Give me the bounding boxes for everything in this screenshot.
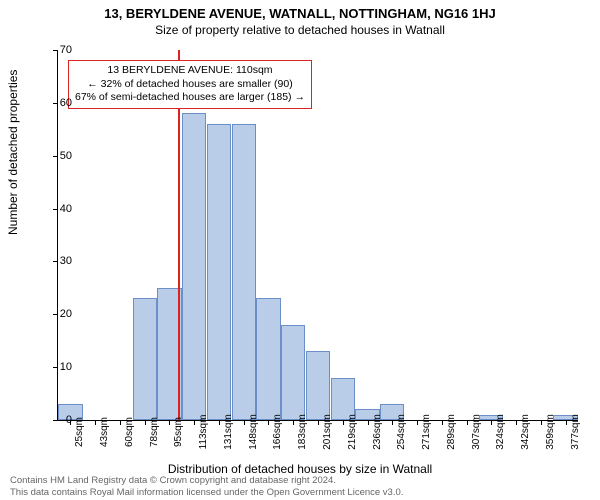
x-tick-label: 131sqm <box>223 414 234 450</box>
x-tick-label: 236sqm <box>372 414 383 450</box>
y-tick-label: 0 <box>32 414 72 426</box>
x-tick-mark <box>392 420 393 425</box>
y-axis-title: Number of detached properties <box>6 70 20 235</box>
x-tick-mark <box>541 420 542 425</box>
x-tick-label: 25sqm <box>74 417 85 447</box>
histogram-bar <box>281 325 305 420</box>
x-tick-mark <box>145 420 146 425</box>
annotation-line-1: 13 BERYLDENE AVENUE: 110sqm <box>75 64 305 78</box>
y-tick-label: 50 <box>32 150 72 162</box>
annotation-line-2: ← 32% of detached houses are smaller (90… <box>75 78 305 92</box>
y-tick-label: 40 <box>32 203 72 215</box>
x-tick-label: 342sqm <box>520 414 531 450</box>
x-tick-label: 307sqm <box>471 414 482 450</box>
x-tick-mark <box>318 420 319 425</box>
x-tick-label: 183sqm <box>297 414 308 450</box>
y-tick-label: 70 <box>32 44 72 56</box>
x-tick-label: 113sqm <box>198 415 209 450</box>
annotation-line-3: 67% of semi-detached houses are larger (… <box>75 91 305 105</box>
x-tick-mark <box>120 420 121 425</box>
y-tick-mark <box>53 156 58 157</box>
footer-line-2: This data contains Royal Mail informatio… <box>10 487 403 499</box>
x-tick-mark <box>491 420 492 425</box>
x-axis-title: Distribution of detached houses by size … <box>0 462 600 476</box>
x-tick-label: 377sqm <box>570 414 581 450</box>
x-tick-label: 289sqm <box>446 414 457 450</box>
x-tick-mark <box>169 420 170 425</box>
x-tick-label: 60sqm <box>124 417 135 447</box>
x-tick-mark <box>467 420 468 425</box>
page-title: 13, BERYLDENE AVENUE, WATNALL, NOTTINGHA… <box>0 0 600 21</box>
x-tick-label: 43sqm <box>99 417 110 447</box>
x-tick-label: 78sqm <box>149 417 160 447</box>
x-tick-label: 359sqm <box>545 414 556 450</box>
x-tick-mark <box>293 420 294 425</box>
x-tick-label: 166sqm <box>272 414 283 450</box>
y-tick-mark <box>53 420 58 421</box>
x-tick-mark <box>442 420 443 425</box>
x-tick-label: 219sqm <box>347 414 358 450</box>
x-tick-mark <box>368 420 369 425</box>
histogram-bar <box>207 124 231 420</box>
x-tick-label: 271sqm <box>421 414 432 450</box>
x-tick-mark <box>268 420 269 425</box>
x-tick-label: 95sqm <box>173 417 184 447</box>
x-tick-mark <box>244 420 245 425</box>
y-tick-label: 20 <box>32 308 72 320</box>
histogram-bar <box>182 113 206 420</box>
y-tick-label: 30 <box>32 255 72 267</box>
x-tick-mark <box>219 420 220 425</box>
x-tick-label: 201sqm <box>322 414 333 450</box>
x-tick-mark <box>95 420 96 425</box>
annotation-box: 13 BERYLDENE AVENUE: 110sqm ← 32% of det… <box>68 60 312 109</box>
x-tick-mark <box>343 420 344 425</box>
y-tick-mark <box>53 367 58 368</box>
x-tick-label: 324sqm <box>495 414 506 450</box>
footer-attribution: Contains HM Land Registry data © Crown c… <box>10 475 403 499</box>
y-tick-mark <box>53 103 58 104</box>
x-tick-mark <box>70 420 71 425</box>
y-tick-label: 10 <box>32 361 72 373</box>
y-tick-mark <box>53 314 58 315</box>
histogram-bar <box>232 124 256 420</box>
x-tick-mark <box>516 420 517 425</box>
histogram-bar <box>133 298 157 420</box>
x-tick-mark <box>566 420 567 425</box>
y-tick-label: 60 <box>32 97 72 109</box>
page-subtitle: Size of property relative to detached ho… <box>0 21 600 37</box>
histogram-bar <box>306 351 330 420</box>
histogram-bar <box>256 298 280 420</box>
footer-line-1: Contains HM Land Registry data © Crown c… <box>10 475 403 487</box>
chart-plot-area: 13 BERYLDENE AVENUE: 110sqm ← 32% of det… <box>58 50 578 420</box>
y-tick-mark <box>53 261 58 262</box>
x-tick-mark <box>194 420 195 425</box>
x-tick-label: 254sqm <box>396 414 407 450</box>
y-tick-mark <box>53 50 58 51</box>
x-tick-mark <box>417 420 418 425</box>
x-tick-label: 148sqm <box>248 414 259 450</box>
y-tick-mark <box>53 209 58 210</box>
